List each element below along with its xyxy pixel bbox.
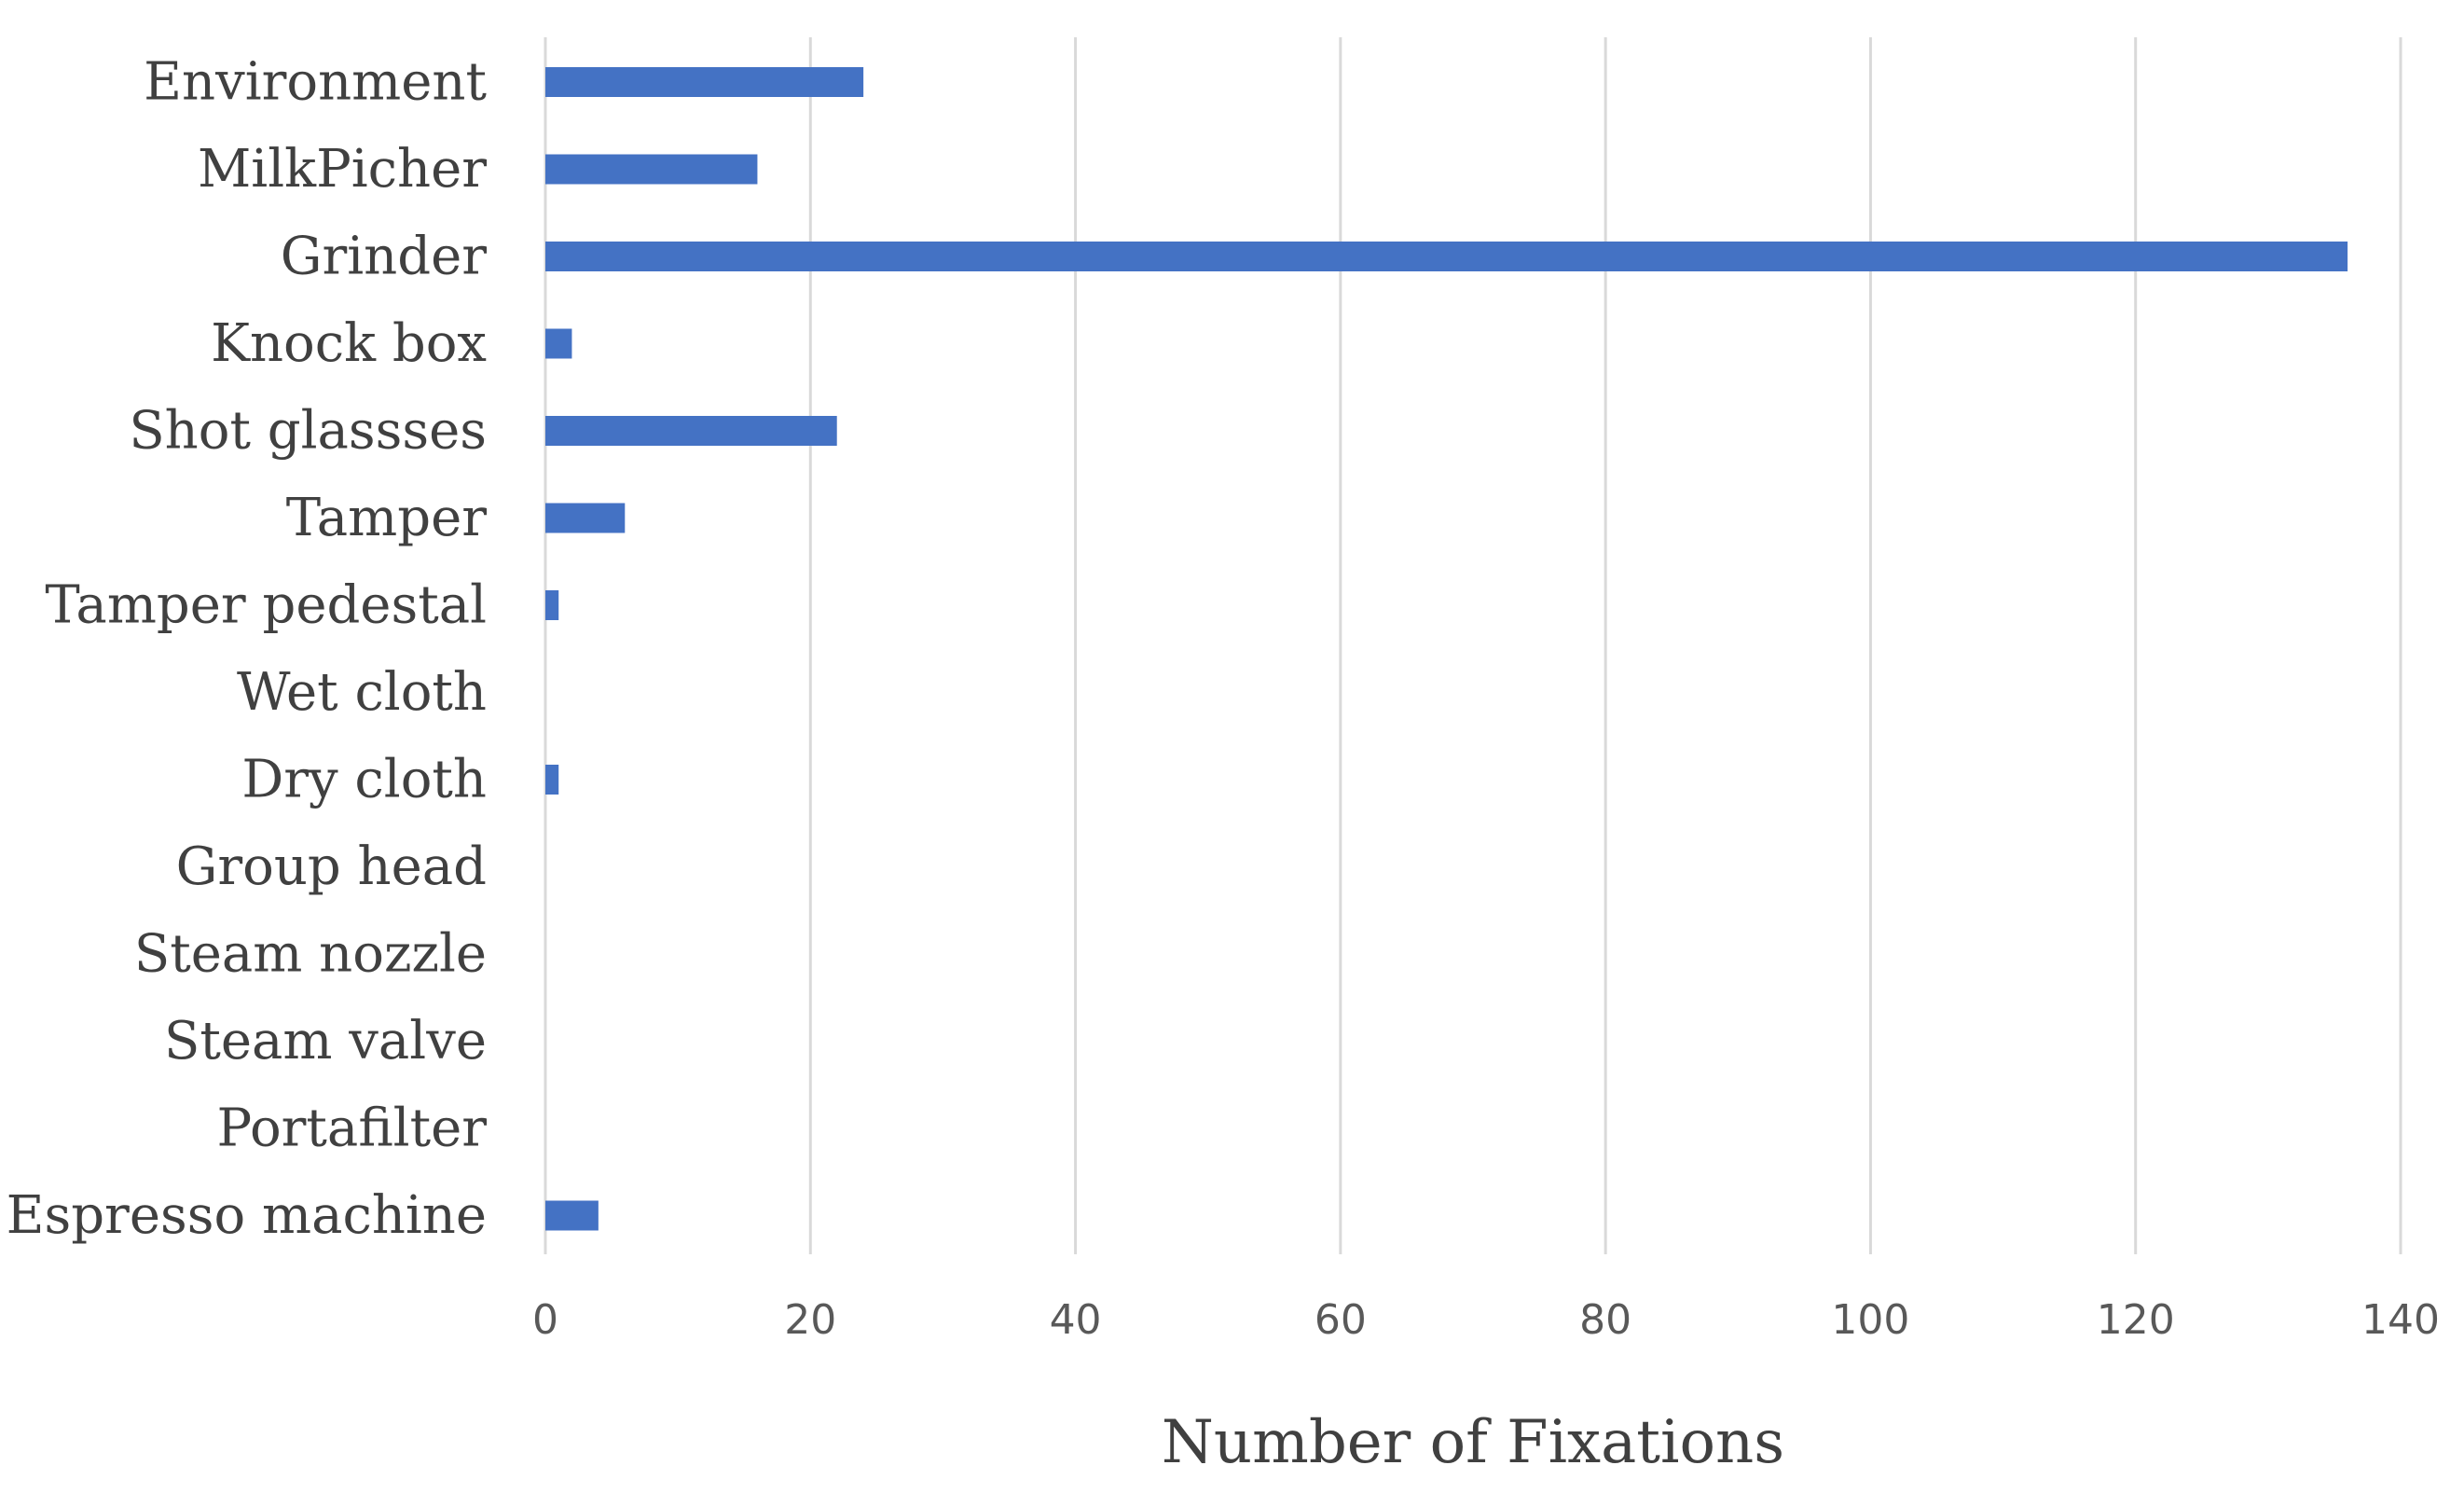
category-label: Dry cloth [241,750,487,810]
x-tick-label: 120 [2097,1296,2175,1344]
x-axis-title: Number of Fixations [1162,1408,1784,1477]
bar [545,242,2348,271]
x-tick-label: 20 [784,1296,836,1344]
category-label: Portafilter [217,1099,488,1159]
x-tick-label: 0 [532,1296,558,1344]
gridlines [544,37,2402,1254]
x-tick-label: 80 [1579,1296,1631,1344]
category-label: Grinder [281,227,487,287]
bar [545,765,559,795]
x-tick-labels: 0 20 40 60 80 100 120 140 [532,1296,2440,1344]
category-label: Wet cloth [237,662,487,723]
bar [545,416,837,446]
category-label: Tamper [286,488,487,548]
category-label: Espresso machine [7,1185,487,1246]
category-label: Shot glassses [129,401,487,462]
category-label: Tamper pedestal [45,575,487,636]
category-label: MilkPicher [198,139,487,200]
bar [545,328,572,359]
x-tick-label: 60 [1315,1296,1367,1344]
category-label: Steam nozzle [134,924,487,985]
bar [545,154,758,185]
x-tick-label: 140 [2361,1296,2440,1344]
category-labels: Environment MilkPicher Grinder Knock box Sho… [7,52,488,1247]
category-label: Environment [144,52,487,113]
x-tick-label: 40 [1050,1296,1102,1344]
x-tick-label: 100 [1831,1296,1909,1344]
bar [545,67,864,97]
bar [545,590,559,620]
category-label: Steam valve [164,1011,487,1071]
bar [545,1200,599,1231]
bar [545,503,626,533]
bars [545,67,2348,1231]
category-label: Knock box [211,313,487,374]
category-label: Group head [176,836,487,897]
